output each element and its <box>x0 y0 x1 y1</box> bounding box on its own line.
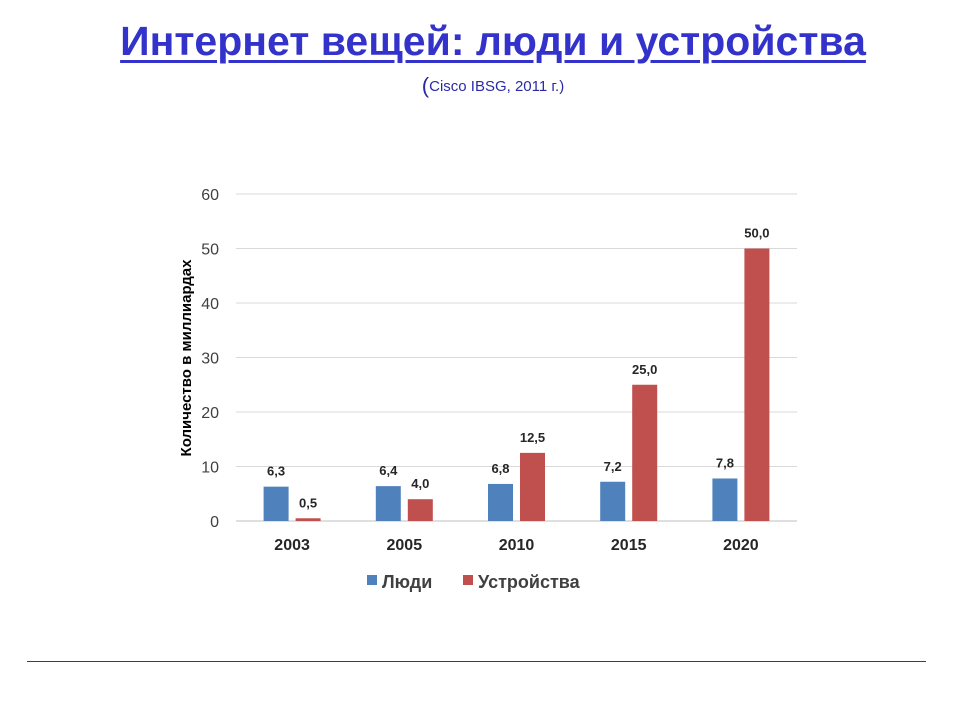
footer-divider <box>27 661 926 662</box>
y-tick-label: 20 <box>201 405 219 422</box>
y-tick-label: 60 <box>201 187 219 204</box>
y-tick-label: 30 <box>201 351 219 368</box>
data-label: 4,0 <box>411 476 429 491</box>
y-tick-label: 10 <box>201 460 219 477</box>
slide-source: (Cisco IBSG, 2011 г.) <box>0 73 960 99</box>
x-axis-ticks: 2003 2005 2010 2015 2020 <box>274 537 758 554</box>
data-label: 0,5 <box>299 495 317 510</box>
bar-people-2020 <box>712 478 738 521</box>
data-label: 6,8 <box>491 461 509 476</box>
x-tick-label: 2005 <box>387 537 423 554</box>
x-tick-label: 2015 <box>611 537 647 554</box>
bar-people-2010 <box>488 483 513 521</box>
chart-bars: 6,3 0,5 6,4 4,0 6,8 12,5 7,2 25,0 7,8 50,0 <box>263 226 770 521</box>
bar-devices-2015 <box>632 384 658 521</box>
bar-devices-2020 <box>744 248 770 521</box>
data-label: 12,5 <box>520 430 545 445</box>
y-axis-label: Количество в миллиардах <box>178 259 195 457</box>
bar-devices-2010 <box>520 452 545 521</box>
y-tick-label: 40 <box>201 296 219 313</box>
data-label: 6,4 <box>379 463 398 478</box>
bar-people-2005 <box>375 486 401 521</box>
legend-label: Устройства <box>478 572 581 592</box>
bar-people-2015 <box>600 481 626 521</box>
bar-devices-2003 <box>295 518 321 521</box>
x-tick-label: 2003 <box>274 537 310 554</box>
data-label: 7,2 <box>604 459 622 474</box>
legend-label: Люди <box>382 572 432 592</box>
source-close-paren: ) <box>559 78 565 95</box>
slide-title: Интернет вещей: люди и устройства <box>120 18 866 64</box>
data-label: 50,0 <box>744 226 769 241</box>
data-label: 25,0 <box>632 362 657 377</box>
data-label: 7,8 <box>716 455 734 470</box>
y-tick-label: 0 <box>210 514 219 531</box>
chart-legend: Люди Устройства <box>367 572 581 592</box>
source-text: Cisco IBSG, 2011 г. <box>429 78 560 95</box>
x-tick-label: 2010 <box>499 537 535 554</box>
bar-devices-2005 <box>407 499 433 521</box>
data-label: 6,3 <box>267 464 285 479</box>
legend-swatch <box>367 575 377 585</box>
y-axis-ticks: 0 10 20 30 40 50 60 <box>201 187 219 531</box>
source-open-paren: ( <box>421 73 430 98</box>
legend-swatch <box>463 575 473 585</box>
x-tick-label: 2020 <box>723 537 759 554</box>
bar-people-2003 <box>263 486 289 521</box>
chart-gridlines <box>236 193 797 522</box>
y-tick-label: 50 <box>201 242 219 259</box>
